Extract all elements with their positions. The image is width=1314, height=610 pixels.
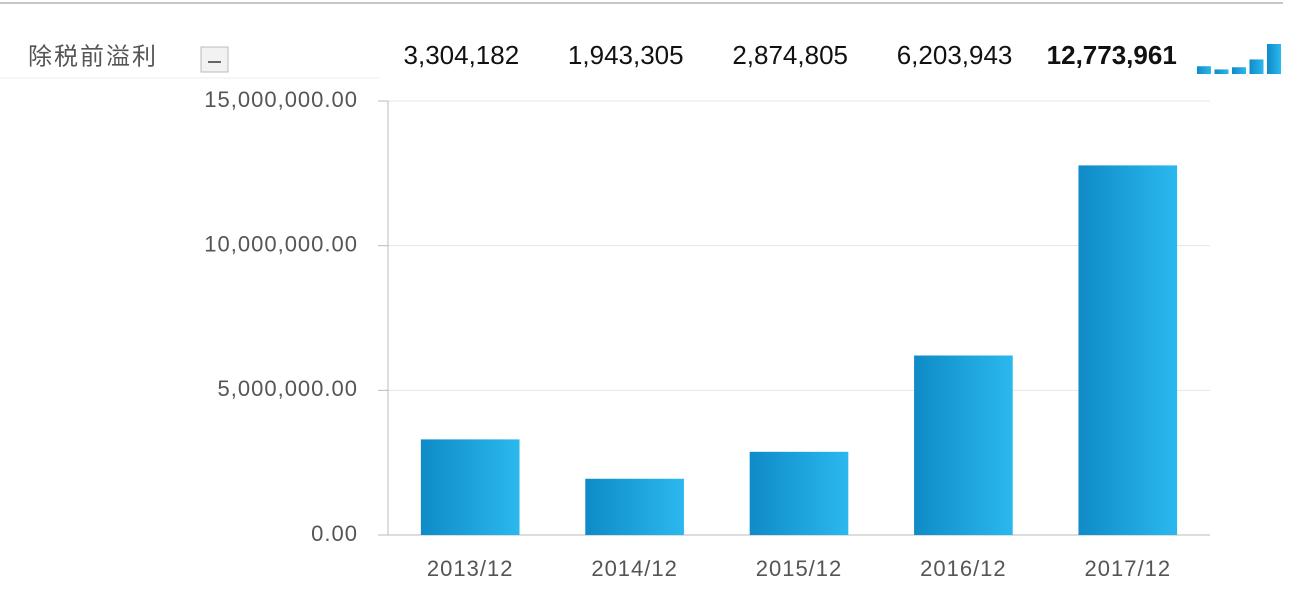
sparkline-bar — [1214, 69, 1229, 74]
value-label: 6,203,943 — [897, 40, 1013, 70]
sparkline-bar — [1232, 67, 1246, 74]
value-label: 1,943,305 — [568, 40, 684, 70]
x-tick-label: 2013/12 — [427, 556, 514, 581]
bar — [585, 478, 684, 535]
y-tick-label: 10,000,000.00 — [204, 231, 358, 256]
sparkline[interactable] — [1197, 44, 1281, 74]
bar — [914, 355, 1013, 535]
sparkline-bar — [1249, 59, 1264, 74]
chart-title: 除税前溢利 — [28, 43, 158, 70]
y-tick-label: 0.00 — [311, 521, 358, 546]
value-label: 12,773,961 — [1047, 40, 1177, 70]
collapse-button[interactable] — [200, 46, 229, 73]
value-label: 2,874,805 — [732, 40, 848, 70]
bar — [1078, 165, 1178, 535]
x-tick-label: 2015/12 — [756, 556, 843, 581]
value-label: 3,304,182 — [404, 40, 520, 70]
x-tick-label: 2017/12 — [1085, 556, 1172, 581]
x-tick-label: 2014/12 — [591, 556, 678, 581]
sparkline-bar — [1197, 66, 1211, 74]
y-tick-label: 15,000,000.00 — [204, 87, 358, 112]
bar — [749, 451, 849, 535]
bar — [420, 439, 520, 535]
x-tick-label: 2016/12 — [920, 556, 1007, 581]
y-tick-label: 5,000,000.00 — [218, 376, 358, 401]
sparkline-bar — [1267, 44, 1281, 74]
button-box[interactable] — [200, 46, 229, 73]
